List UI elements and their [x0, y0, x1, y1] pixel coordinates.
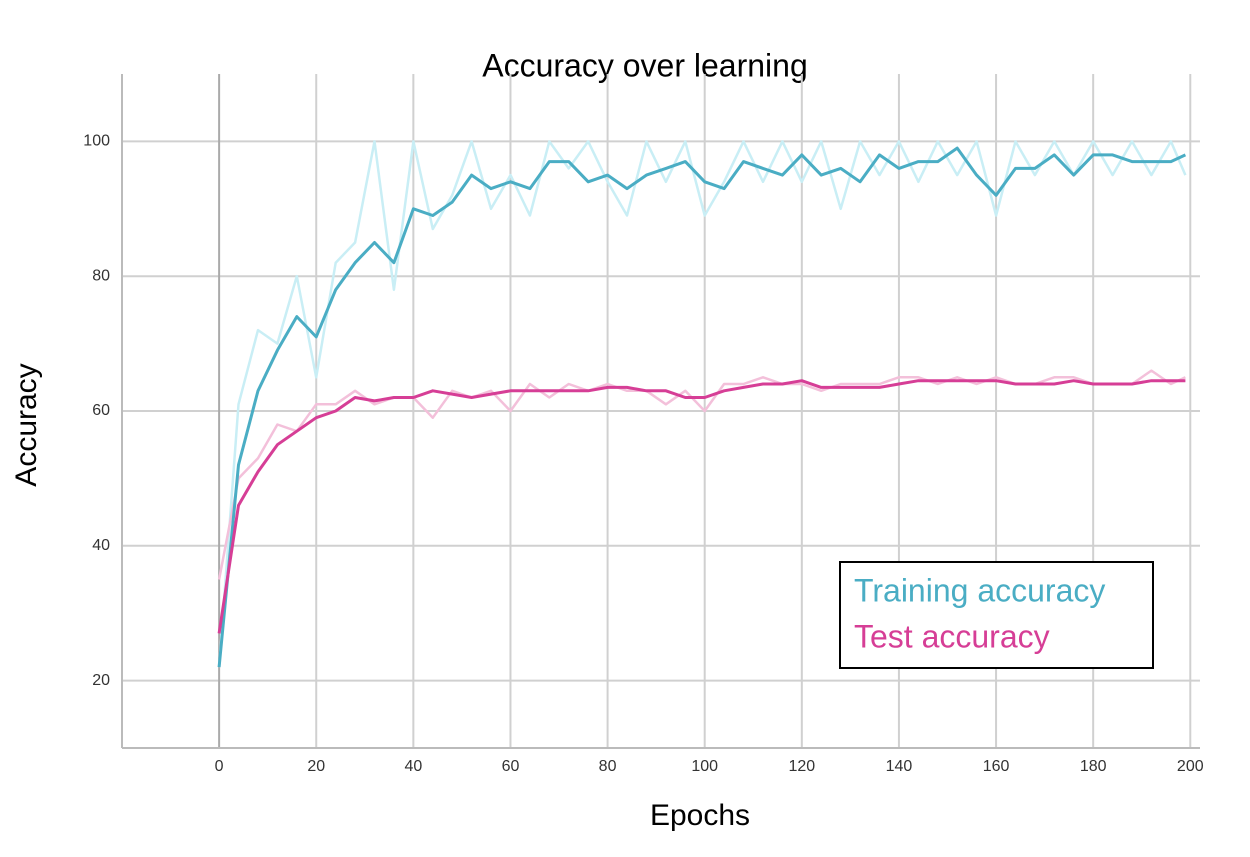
x-tick-label: 0	[215, 758, 224, 775]
x-tick-label: 60	[502, 758, 520, 775]
legend-entry: Test accuracy	[854, 618, 1050, 654]
x-tick-label: 20	[307, 758, 325, 775]
x-tick-label: 160	[983, 758, 1010, 775]
y-tick-label: 20	[92, 672, 110, 689]
x-tick-label: 100	[691, 758, 718, 775]
y-tick-label: 60	[92, 402, 110, 419]
x-axis-label: Epochs	[650, 799, 750, 832]
x-tick-label: 80	[599, 758, 617, 775]
chart-title: Accuracy over learning	[482, 47, 807, 83]
x-tick-label: 180	[1080, 758, 1107, 775]
y-tick-label: 80	[92, 267, 110, 284]
y-tick-label: 40	[92, 537, 110, 554]
y-axis-label: Accuracy	[10, 363, 43, 486]
x-tick-label: 120	[788, 758, 815, 775]
y-tick-label: 100	[83, 133, 110, 150]
data-line	[217, 140, 1187, 668]
x-tick-label: 40	[404, 758, 422, 775]
x-tick-label: 200	[1177, 758, 1204, 775]
legend-entry: Training accuracy	[854, 572, 1105, 608]
x-tick-label: 140	[886, 758, 913, 775]
legend-box	[839, 561, 1154, 669]
data-line	[217, 146, 1187, 668]
data-line	[217, 369, 1186, 580]
data-line	[217, 379, 1186, 634]
